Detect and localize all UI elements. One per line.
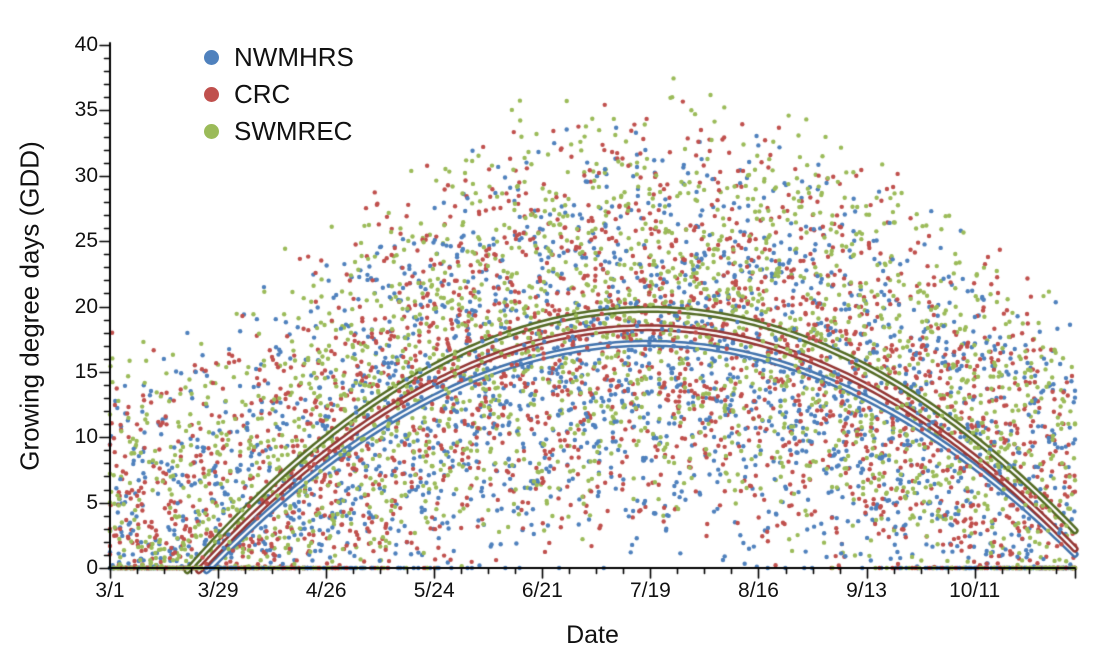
x-tick-label: 9/13 [846,579,887,602]
legend-label-crc: CRC [234,79,291,109]
y-tick-label: 25 [74,229,98,253]
legend: NWMHRS CRC SWMREC [204,44,354,145]
y-tick-label: 10 [74,425,98,449]
x-tick-label: 3/29 [197,579,239,602]
x-tick-label: 6/21 [521,579,563,602]
legend-marker-circle-crc [204,87,219,102]
legend-marker-circle-nwmhrs [204,50,219,65]
x-tick-label: 7/19 [629,579,671,602]
x-axis-title: Date [566,621,619,649]
x-tick-label: 3/1 [95,579,125,602]
y-tick-label: 5 [86,490,98,514]
legend-item-swmrec: SWMREC [204,118,354,145]
x-tick-label: 5/24 [413,579,455,602]
y-tick-label: 0 [86,556,98,579]
legend-item-nwmhrs: NWMHRS [204,44,354,71]
legend-label-nwmhrs: NWMHRS [234,42,354,72]
x-tick-label: 8/16 [738,579,779,602]
y-tick-label: 35 [74,98,98,122]
x-tick-label: 4/26 [305,579,347,602]
y-tick-label: 15 [74,359,98,383]
x-tick-label: 10/11 [949,579,1001,602]
y-axis-title: Growing degree days (GDD) [14,141,45,471]
y-tick-label: 20 [74,294,98,318]
legend-marker-circle-swmrec [204,124,219,139]
y-tick-label: 40 [74,33,98,56]
legend-label-swmrec: SWMREC [234,116,353,146]
legend-item-crc: CRC [204,81,354,108]
y-tick-label: 30 [74,163,98,187]
